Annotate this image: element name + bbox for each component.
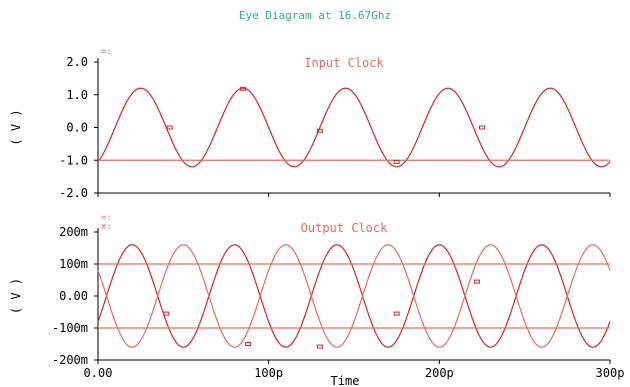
series-line (97, 244, 611, 348)
trace-marker (393, 311, 400, 316)
series-line (97, 87, 611, 168)
y-tick-label: 0.0 (66, 121, 88, 135)
y-tick-label: 100m (59, 257, 88, 271)
x-tick-label: 200p (425, 366, 454, 380)
panel-title: Output Clock (301, 221, 388, 235)
x-tick-label: 300p (596, 366, 625, 380)
trace-marker (163, 311, 170, 316)
y-tick-label: 2.0 (66, 55, 88, 69)
x-tick-label: 100p (254, 366, 283, 380)
legend-marker: x: (101, 222, 112, 232)
input-clock-panel: 2.0 1.0 0.0 -1.0 -2.0 ( V ) Input Clock =: (9, 47, 611, 200)
trace-marker (316, 128, 323, 133)
y-tick-label: -200m (52, 353, 88, 367)
series-line (97, 244, 611, 348)
y-tick-label: 200m (59, 225, 88, 239)
trace-marker (245, 342, 252, 346)
y-axis-label: ( V ) (9, 278, 23, 314)
y-tick-label: -1.0 (59, 153, 88, 167)
trace-marker (166, 125, 173, 130)
trace-marker (240, 86, 247, 91)
x-axis-label: Time (331, 374, 360, 387)
trace-marker (473, 279, 480, 284)
trace-marker (479, 125, 485, 130)
figure-title: Eye Diagram at 16.67Ghz (239, 9, 391, 22)
x-tick-label: 0.00 (84, 366, 113, 380)
y-tick-label: 0.00 (59, 289, 88, 303)
y-axis-label: ( V ) (9, 109, 23, 145)
y-tick-label: -100m (52, 321, 88, 335)
trace-marker (316, 344, 323, 349)
legend-marker: =: (101, 47, 112, 57)
trace-marker (393, 159, 400, 164)
legend-marker: =: (101, 213, 112, 223)
y-tick-label: 1.0 (66, 88, 88, 102)
y-tick-label: -2.0 (59, 186, 88, 200)
panel-title: Input Clock (304, 56, 384, 70)
